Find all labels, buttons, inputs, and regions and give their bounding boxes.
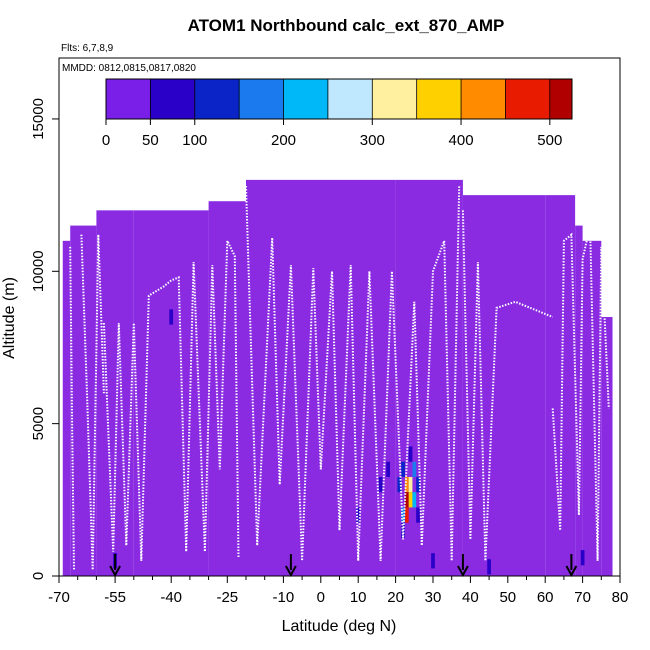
colorbar-segment <box>283 79 328 119</box>
y-axis: 0 5000 10000 15000 <box>30 98 59 580</box>
y-tick-label: 10000 <box>30 250 47 292</box>
y-tick-label: 5000 <box>30 407 47 440</box>
heat-cell <box>408 492 413 508</box>
flight-track <box>461 210 554 561</box>
heat-cell <box>397 476 402 493</box>
colorbar-tick-label: 200 <box>271 132 296 149</box>
coverage-block <box>96 210 134 576</box>
y-tick-label: 0 <box>30 572 47 580</box>
heat-cell <box>412 492 417 508</box>
heat-cell <box>580 550 585 566</box>
y-axis-title: Altitude (m) <box>1 277 18 359</box>
colorbar: 0 50 100 200 300 400 500 <box>102 78 573 149</box>
flight-track <box>102 240 240 561</box>
colorbar-tick-label: 100 <box>182 132 207 149</box>
heat-cell <box>386 461 390 477</box>
flights-label: Flts: 6,7,8,9 <box>61 43 114 54</box>
x-tick-label: -10 <box>273 589 295 606</box>
coverage-block <box>545 195 576 576</box>
flight-track <box>245 185 461 561</box>
coverage-block <box>208 201 246 576</box>
coverage-block <box>246 179 396 576</box>
colorbar-segment <box>461 79 506 119</box>
heat-cell <box>431 553 435 569</box>
x-axis: -70 -55 -40 -25 -10 0 10 20 30 40 50 60 70 80 <box>48 576 628 606</box>
heat-cell <box>416 476 420 493</box>
colorbar-segment <box>239 79 284 119</box>
x-tick-label: 70 <box>574 589 591 606</box>
colorbar-tick-label: 500 <box>537 132 562 149</box>
heat-cell <box>404 476 409 493</box>
colorbar-segment <box>505 79 550 119</box>
heat-cell <box>487 559 491 575</box>
colorbar-segment <box>150 79 195 119</box>
coverage-block <box>62 240 71 576</box>
x-tick-label: 40 <box>462 589 479 606</box>
colorbar-segment <box>549 79 572 119</box>
heat-cell <box>401 461 405 477</box>
arrow-head <box>285 565 297 578</box>
x-tick-label: 60 <box>537 589 554 606</box>
x-tick-label: -70 <box>48 589 70 606</box>
flight-track <box>69 246 75 570</box>
x-tick-label: 50 <box>499 589 516 606</box>
y-tick-label: 15000 <box>30 98 47 140</box>
colorbar-segment <box>327 79 373 119</box>
colorbar-segment <box>194 79 240 119</box>
colorbar-tick-label: 400 <box>449 132 474 149</box>
heat-cell <box>378 476 383 493</box>
colorbar-segment <box>372 79 417 119</box>
coverage-block <box>133 210 209 576</box>
x-tick-label: 10 <box>350 589 367 606</box>
arrow-markers-layer <box>109 554 578 578</box>
heatmap-layer <box>62 179 613 576</box>
heat-cell <box>416 507 420 523</box>
heat-cell <box>408 446 413 462</box>
heat-cell <box>356 507 361 523</box>
flight-tracks-layer <box>69 185 610 570</box>
arrow-head <box>457 565 469 578</box>
x-tick-label: -40 <box>160 589 182 606</box>
heat-cell <box>404 492 409 508</box>
dates-label: MMDD: 0812,0815,0817,0820 <box>62 63 196 74</box>
x-tick-label: 0 <box>317 589 325 606</box>
x-tick-label: 30 <box>425 589 442 606</box>
x-axis-title: Latitude (deg N) <box>282 618 397 635</box>
arrow-head <box>109 565 121 578</box>
x-tick-label: -55 <box>104 589 126 606</box>
x-tick-label: 80 <box>612 589 629 606</box>
coverage-block <box>582 240 602 576</box>
colorbar-tick-label: 50 <box>142 132 159 149</box>
heat-cell <box>412 461 417 477</box>
colorbar-segment <box>106 79 151 119</box>
colorbar-frame <box>105 78 573 120</box>
coverage-block <box>601 317 613 576</box>
colorbar-segment <box>416 79 462 119</box>
chart-title: ATOM1 Northbound calc_ext_870_AMP <box>188 16 505 35</box>
heat-cell <box>404 507 409 523</box>
colorbar-tick-label: 300 <box>360 132 385 149</box>
flight-track <box>80 234 105 570</box>
x-tick-label: -25 <box>216 589 238 606</box>
arrow-head <box>565 565 578 578</box>
heat-cell <box>169 309 174 325</box>
coverage-block <box>462 195 546 576</box>
colorbar-tick-label: 0 <box>102 132 110 149</box>
heat-cell <box>408 476 413 493</box>
coverage-block <box>575 225 583 576</box>
x-tick-label: 20 <box>387 589 404 606</box>
